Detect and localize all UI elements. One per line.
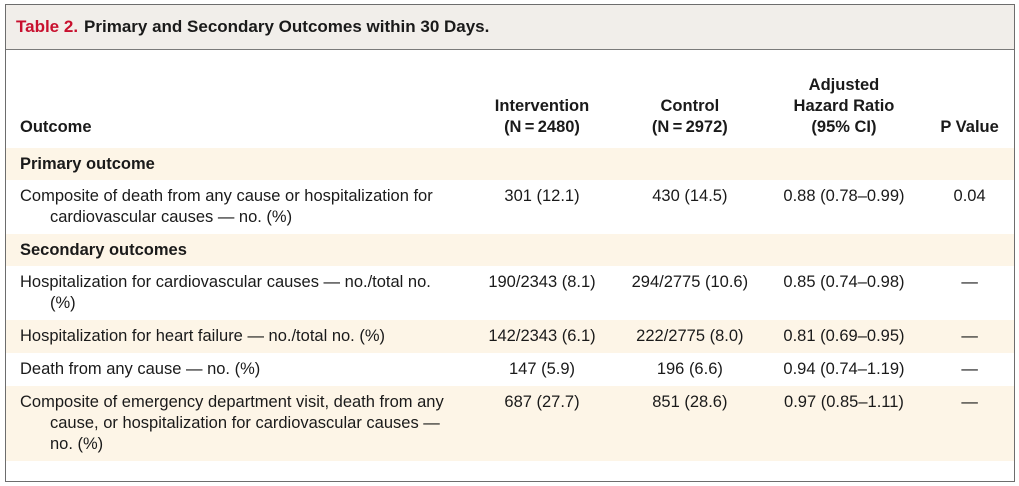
intervention-cell: 142/2343 (6.1) <box>488 327 596 345</box>
header-row: Outcome Intervention (N = 2480) Control … <box>6 50 1014 148</box>
header-p-value: P Value <box>940 118 999 136</box>
section-label-secondary: Secondary outcomes <box>20 241 187 259</box>
outcome-cell: Hospitalization for heart failure — no./… <box>6 320 467 353</box>
header-hazard-line3: (95% CI) <box>811 118 877 136</box>
hazard-ratio-cell: 0.97 (0.85–1.11) <box>784 393 904 411</box>
section-row-secondary: Secondary outcomes <box>6 234 1014 266</box>
hazard-ratio-cell: 0.85 (0.74–0.98) <box>783 273 905 291</box>
control-cell: 430 (14.5) <box>652 187 728 205</box>
header-intervention-label: Intervention <box>494 97 590 115</box>
outcome-text: Composite of emergency department visit,… <box>20 393 444 453</box>
outcomes-table: Outcome Intervention (N = 2480) Control … <box>6 50 1014 461</box>
control-cell: 222/2775 (8.0) <box>636 327 744 345</box>
table-row: Composite of emergency department visit,… <box>6 386 1014 461</box>
section-label-primary: Primary outcome <box>20 155 155 173</box>
intervention-cell: 147 (5.9) <box>508 360 576 378</box>
p-value-cell: — <box>961 393 978 411</box>
intervention-cell: 687 (27.7) <box>504 393 580 411</box>
outcome-text: Hospitalization for heart failure — no./… <box>20 327 386 345</box>
control-cell: 196 (6.6) <box>656 360 723 378</box>
p-value-cell: — <box>961 327 978 345</box>
header-hazard-line1: Adjusted <box>808 76 880 94</box>
control-cell: 851 (28.6) <box>652 393 728 411</box>
table-row: Death from any cause — no. (%) 147 (5.9)… <box>6 353 1014 386</box>
header-intervention-n: (N = 2480) <box>504 118 580 136</box>
outcome-cell: Hospitalization for cardiovascular cause… <box>6 266 467 320</box>
p-value-cell: — <box>961 360 978 378</box>
header-control-n: (N = 2972) <box>651 118 728 136</box>
table-row: Hospitalization for cardiovascular cause… <box>6 266 1014 320</box>
outcome-cell: Composite of death from any cause or hos… <box>6 180 467 234</box>
header-control-label: Control <box>660 97 720 115</box>
table-header: Outcome Intervention (N = 2480) Control … <box>6 50 1014 148</box>
outcome-cell: Composite of emergency department visit,… <box>6 386 467 461</box>
table-row: Hospitalization for heart failure — no./… <box>6 320 1014 353</box>
header-outcome: Outcome <box>20 118 92 136</box>
table-title: Table 2. Primary and Secondary Outcomes … <box>6 5 1014 50</box>
hazard-ratio-cell: 0.81 (0.69–0.95) <box>783 327 905 345</box>
table-frame: Table 2. Primary and Secondary Outcomes … <box>5 4 1015 482</box>
header-hazard-line2: Hazard Ratio <box>793 97 895 115</box>
outcome-cell: Death from any cause — no. (%) <box>6 353 467 386</box>
hazard-ratio-cell: 0.88 (0.78–0.99) <box>783 187 905 205</box>
table-number: Table 2. <box>16 17 79 36</box>
header-hazard-ratio: Adjusted Hazard Ratio (95% CI) <box>763 50 925 148</box>
section-row-primary: Primary outcome <box>6 148 1014 180</box>
p-value-cell: 0.04 <box>953 187 986 205</box>
table-row: Composite of death from any cause or hos… <box>6 180 1014 234</box>
intervention-cell: 301 (12.1) <box>504 187 580 205</box>
table-body: Primary outcome Composite of death from … <box>6 148 1014 461</box>
outcome-text: Death from any cause — no. (%) <box>20 360 261 378</box>
p-value-cell: — <box>961 273 978 291</box>
intervention-cell: 190/2343 (8.1) <box>488 273 596 291</box>
header-control: Control (N = 2972) <box>617 50 763 148</box>
table-caption: Primary and Secondary Outcomes within 30… <box>84 17 490 36</box>
outcome-text: Hospitalization for cardiovascular cause… <box>20 273 431 312</box>
hazard-ratio-cell: 0.94 (0.74–1.19) <box>783 360 905 378</box>
header-intervention: Intervention (N = 2480) <box>467 50 617 148</box>
outcome-text: Composite of death from any cause or hos… <box>20 187 433 226</box>
control-cell: 294/2775 (10.6) <box>631 273 749 291</box>
